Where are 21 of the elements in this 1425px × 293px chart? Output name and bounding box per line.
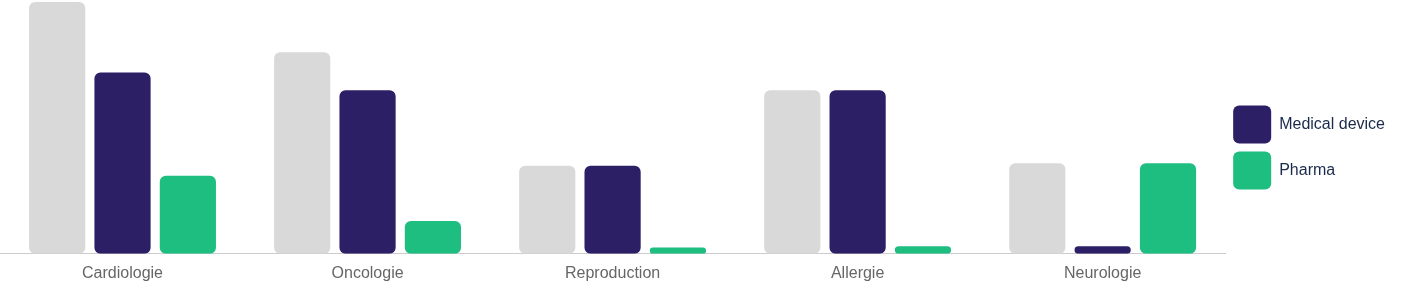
bar — [584, 165, 641, 254]
bar — [94, 72, 151, 254]
x-tick-label: Oncologie — [331, 263, 404, 281]
bar — [404, 221, 461, 254]
bar — [1074, 246, 1131, 254]
x-tick-label: Neurologie — [1063, 263, 1142, 281]
bar — [339, 90, 396, 254]
bar — [29, 2, 86, 254]
bar — [519, 165, 576, 254]
bar — [274, 52, 331, 254]
x-tick-label: Cardiologie — [82, 263, 164, 281]
bar — [829, 90, 886, 254]
bar — [1009, 163, 1066, 254]
x-tick-label: Allergie — [830, 263, 885, 281]
bar — [894, 246, 952, 254]
bar — [1139, 163, 1197, 254]
legend-label: Pharma — [1279, 160, 1336, 178]
legend-label: Medical device — [1279, 114, 1386, 132]
bar — [159, 175, 216, 254]
x-tick-label: Reproduction — [565, 263, 661, 281]
bar — [764, 90, 821, 254]
